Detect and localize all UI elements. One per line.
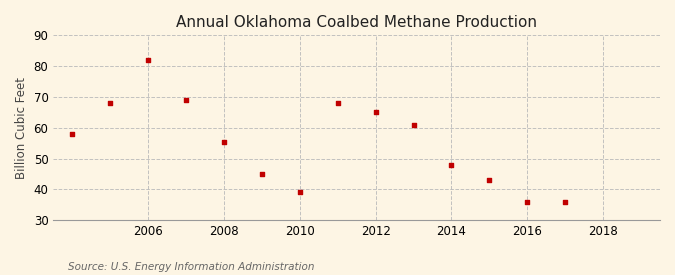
Point [105, 101, 115, 105]
Text: Source: U.S. Energy Information Administration: Source: U.S. Energy Information Administ… [68, 262, 314, 272]
Point [446, 163, 457, 167]
Title: Annual Oklahoma Coalbed Methane Production: Annual Oklahoma Coalbed Methane Producti… [176, 15, 537, 30]
Point [294, 190, 305, 195]
Point [142, 58, 153, 62]
Point [560, 199, 570, 204]
Point [256, 172, 267, 176]
Point [370, 110, 381, 114]
Point [219, 139, 230, 144]
Y-axis label: Billion Cubic Feet: Billion Cubic Feet [15, 77, 28, 179]
Point [484, 178, 495, 182]
Point [67, 132, 78, 136]
Point [332, 101, 343, 105]
Point [408, 122, 419, 127]
Point [181, 98, 192, 102]
Point [522, 199, 533, 204]
